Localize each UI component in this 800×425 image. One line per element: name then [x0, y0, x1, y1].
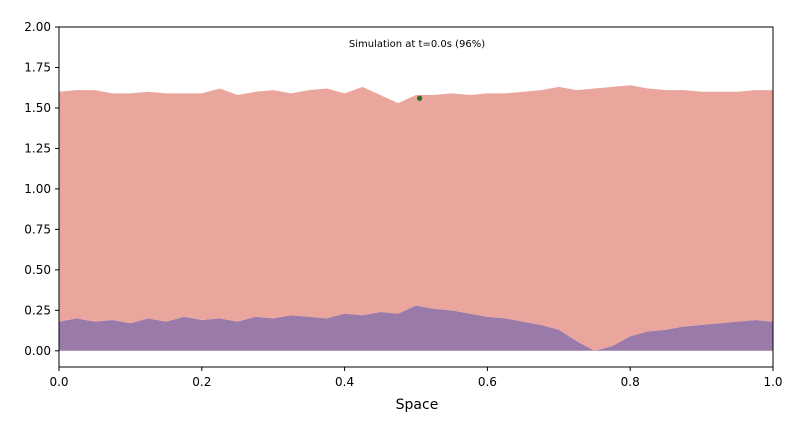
y-tick-label: 0.00: [24, 344, 51, 358]
marker-point: [416, 95, 423, 101]
y-tick-label: 1.50: [24, 101, 51, 115]
x-tick-label: 1.0: [763, 375, 782, 389]
y-tick-label: 0.50: [24, 263, 51, 277]
plot-title: Simulation at t=0.0s (96%): [349, 39, 485, 50]
y-tick-label: 1.00: [24, 182, 51, 196]
y-tick-label: 0.25: [24, 303, 51, 317]
x-tick-label: 0.8: [621, 375, 640, 389]
x-tick-label: 0.4: [335, 375, 354, 389]
area-series-1: [59, 305, 773, 351]
area-series-2: [59, 85, 773, 351]
marker-layer: [416, 95, 423, 101]
y-tick-label: 2.00: [24, 20, 51, 34]
y-tick-label: 0.75: [24, 222, 51, 236]
x-tick-label: 0.6: [478, 375, 497, 389]
y-tick-label: 1.75: [24, 60, 51, 74]
plot-frame: [58, 26, 774, 368]
x-tick-label: 0.2: [192, 375, 211, 389]
y-tick-label: 1.25: [24, 141, 51, 155]
x-axis-title: Space: [396, 397, 439, 413]
chart-areas: [59, 85, 773, 351]
x-tick-label: 0.0: [49, 375, 68, 389]
y-axis-ticks: 0.00 0.25 0.50 0.75 1.00 1.25 1.50 1.75 2.00: [24, 20, 59, 358]
x-axis-ticks: 0.0 0.2 0.4 0.6 0.8 1.0: [49, 367, 783, 389]
